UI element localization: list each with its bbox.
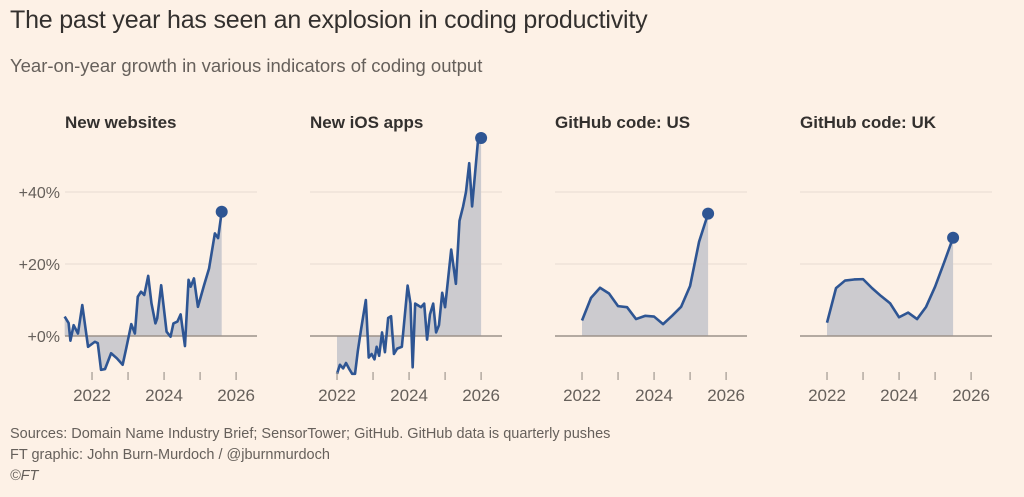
area-fill: [582, 213, 709, 336]
x-tick-label: 2024: [880, 386, 918, 405]
panel-3: GitHub code: US 2022 2024 2026: [555, 113, 747, 405]
end-marker: [215, 205, 228, 218]
x-tick-label: 2024: [635, 386, 673, 405]
chart-title: The past year has seen an explosion in c…: [10, 6, 648, 34]
chart-subtitle: Year-on-year growth in various indicator…: [10, 55, 483, 76]
end-marker: [947, 231, 960, 244]
area-fill: [337, 138, 482, 374]
panel-4: GitHub code: UK 2022 2024 2026: [800, 113, 992, 405]
x-tick-label: 2026: [707, 386, 745, 405]
end-marker: [702, 207, 715, 220]
y-tick-label: +20%: [19, 257, 60, 274]
panel-1: New websites +0% +20% +40% 2022 2024 2026: [19, 113, 257, 405]
panel-title: New iOS apps: [310, 113, 423, 132]
copyright-note: ©FT: [10, 468, 39, 484]
x-tick-label: 2022: [808, 386, 846, 405]
panel-2: New iOS apps 2022 2024 2026: [310, 113, 502, 405]
x-tick-label: 2024: [145, 386, 183, 405]
end-marker: [475, 132, 488, 144]
x-tick-label: 2022: [563, 386, 601, 405]
credit-note: FT graphic: John Burn-Murdoch / @jburnmu…: [10, 447, 330, 463]
series-line: [63, 211, 223, 372]
panel-title: GitHub code: UK: [800, 113, 937, 132]
x-tick-label: 2026: [462, 386, 500, 405]
panel-title: GitHub code: US: [555, 113, 690, 132]
y-tick-label: +40%: [19, 185, 60, 202]
x-tick-label: 2022: [73, 386, 111, 405]
y-tick-label: +0%: [28, 329, 60, 346]
panel-title: New websites: [65, 113, 177, 132]
x-tick-label: 2026: [217, 386, 255, 405]
x-tick-label: 2022: [318, 386, 356, 405]
sources-note: Sources: Domain Name Industry Brief; Sen…: [10, 426, 611, 442]
area-fill: [827, 237, 954, 336]
x-tick-label: 2026: [952, 386, 990, 405]
x-tick-label: 2024: [390, 386, 428, 405]
